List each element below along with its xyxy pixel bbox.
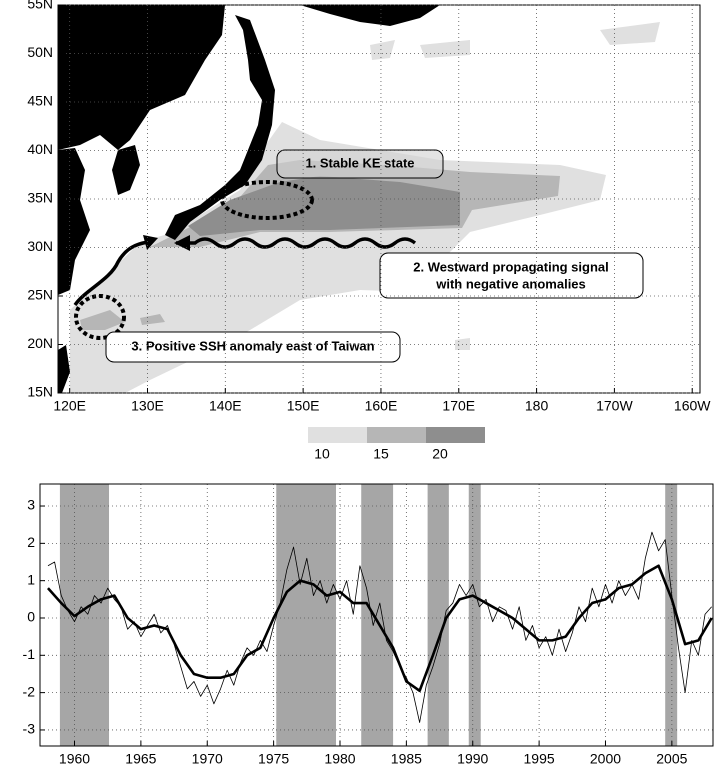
x-tick-label: 170E <box>442 398 475 414</box>
x-tick-label: 1960 <box>59 751 90 767</box>
annotation: 2. Westward propagating signal <box>413 259 609 274</box>
series-line <box>46 564 713 693</box>
map-panel: 1. Stable KE state 2. Westward propagati… <box>57 4 701 394</box>
y-tick-label: 2 <box>27 534 35 550</box>
y-tick-label: 45N <box>27 93 53 109</box>
shaded-period <box>59 484 110 746</box>
y-tick-label: 55N <box>27 0 53 12</box>
y-tick-label: -3 <box>23 721 36 737</box>
y-tick-label: 15N <box>27 384 53 400</box>
y-tick-label: 50N <box>27 44 53 60</box>
shaded-period <box>665 484 678 746</box>
land <box>58 5 440 393</box>
shaded-period <box>276 484 337 746</box>
annotation: with negative anomalies <box>435 276 586 291</box>
x-tick-label: 2005 <box>656 751 687 767</box>
x-tick-label: 2000 <box>590 751 621 767</box>
shaded-period <box>427 484 449 746</box>
y-tick-label: 3 <box>27 497 35 513</box>
x-tick-label: 1980 <box>324 751 355 767</box>
ssh-dark <box>188 176 460 236</box>
x-tick-label: 1965 <box>125 751 156 767</box>
x-tick-label: 1995 <box>524 751 555 767</box>
annotation-box <box>276 149 444 179</box>
x-tick-label: 170W <box>596 398 633 414</box>
annotation-box <box>379 252 644 299</box>
shaded-period <box>468 484 481 746</box>
annotation: 3. Positive SSH anomaly east of Taiwan <box>131 338 374 353</box>
x-tick-label: 1990 <box>457 751 488 767</box>
y-tick-label: -1 <box>23 646 36 662</box>
y-tick-label: 1 <box>27 571 35 587</box>
y-tick-label: 20N <box>27 335 53 351</box>
y-tick-label: -2 <box>23 683 36 699</box>
shaded-period <box>361 484 394 746</box>
x-tick-label: 160W <box>674 398 711 414</box>
x-tick-label: 1975 <box>258 751 289 767</box>
colorbar-segment <box>308 427 367 443</box>
arrowhead <box>174 235 190 251</box>
colorbar-label: 15 <box>373 446 389 462</box>
y-tick-label: 0 <box>27 609 35 625</box>
x-tick-label: 180 <box>525 398 549 414</box>
x-tick-label: 130E <box>131 398 164 414</box>
x-tick-label: 1970 <box>192 751 223 767</box>
taiwan-ellipse <box>74 294 126 340</box>
kuroshio-arrow <box>73 240 149 307</box>
annotation: 1. Stable KE state <box>305 155 414 170</box>
x-tick-label: 140E <box>209 398 242 414</box>
x-tick-label: 1985 <box>391 751 422 767</box>
colorbar-label: 10 <box>314 446 330 462</box>
plot-frame <box>39 483 714 747</box>
ke-ellipse <box>220 180 314 220</box>
x-tick-label: 120E <box>53 398 86 414</box>
y-tick-label: 30N <box>27 238 53 254</box>
x-tick-label: 150E <box>287 398 320 414</box>
colorbar-segment <box>367 427 426 443</box>
x-tick-label: 160E <box>365 398 398 414</box>
westward-arrow <box>190 237 417 249</box>
arrowhead <box>143 235 158 250</box>
y-tick-label: 25N <box>27 287 53 303</box>
y-tick-label: 40N <box>27 141 53 157</box>
colorbar-label: 20 <box>432 446 448 462</box>
colorbar-segment <box>426 427 485 443</box>
annotation-box <box>105 331 401 363</box>
y-tick-label: 35N <box>27 190 53 206</box>
